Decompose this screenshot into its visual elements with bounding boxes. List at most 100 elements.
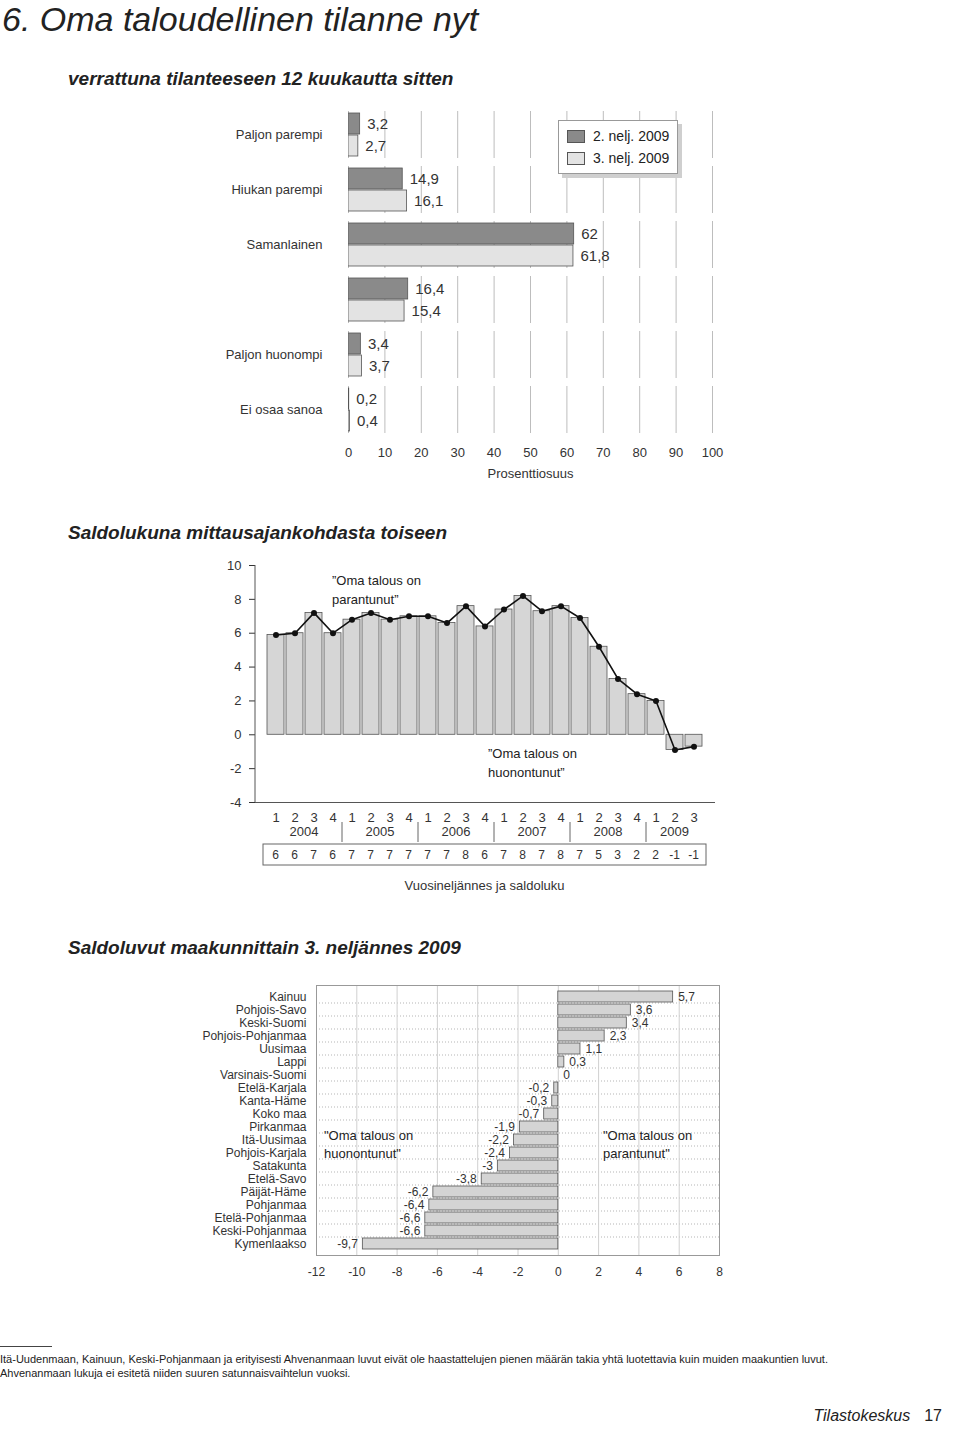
svg-text:1: 1	[348, 810, 355, 825]
svg-text:-3,8: -3,8	[456, 1172, 477, 1186]
svg-text:62: 62	[581, 225, 598, 242]
svg-text:Keski-Pohjanmaa: Keski-Pohjanmaa	[212, 1224, 306, 1238]
svg-text:-9,7: -9,7	[337, 1237, 358, 1251]
svg-text:-1: -1	[669, 848, 680, 862]
svg-text:40: 40	[487, 445, 501, 460]
svg-text:4: 4	[329, 810, 336, 825]
svg-text:Pohjanmaa: Pohjanmaa	[246, 1198, 307, 1212]
svg-text:0: 0	[345, 445, 352, 460]
svg-text:6: 6	[676, 1265, 683, 1279]
svg-text:80: 80	[632, 445, 646, 460]
svg-text:Paljon huonompi: Paljon huonompi	[226, 347, 323, 362]
svg-text:50: 50	[523, 445, 537, 460]
svg-text:Lappi: Lappi	[277, 1055, 306, 1069]
svg-text:5,7: 5,7	[678, 990, 695, 1004]
svg-text:-6,2: -6,2	[408, 1185, 429, 1199]
svg-text:-2: -2	[230, 761, 242, 776]
svg-text:"Oma talous onhuonontunut": "Oma talous onhuonontunut"	[324, 1128, 413, 1161]
svg-text:4: 4	[636, 1265, 643, 1279]
svg-text:0,4: 0,4	[357, 412, 378, 429]
svg-text:2,3: 2,3	[610, 1029, 627, 1043]
svg-text:Pirkanmaa: Pirkanmaa	[249, 1120, 307, 1134]
svg-text:70: 70	[596, 445, 610, 460]
svg-text:Vuosineljännes ja saldoluku: Vuosineljännes ja saldoluku	[405, 878, 565, 893]
svg-text:8: 8	[557, 848, 564, 862]
svg-text:2: 2	[671, 810, 678, 825]
svg-text:”Oma talous onparantunut”: ”Oma talous onparantunut”	[332, 573, 421, 607]
svg-text:7: 7	[538, 848, 545, 862]
svg-text:20: 20	[414, 445, 428, 460]
svg-text:7: 7	[443, 848, 450, 862]
svg-text:8: 8	[519, 848, 526, 862]
svg-text:Etelä-Karjala: Etelä-Karjala	[238, 1081, 307, 1095]
svg-text:3: 3	[386, 810, 393, 825]
svg-text:2007: 2007	[518, 824, 547, 839]
svg-text:2: 2	[367, 810, 374, 825]
svg-text:4: 4	[405, 810, 412, 825]
svg-text:61,8: 61,8	[580, 247, 609, 264]
svg-text:0: 0	[234, 727, 241, 742]
svg-text:Koko maa: Koko maa	[252, 1107, 306, 1121]
svg-text:7: 7	[386, 848, 393, 862]
svg-text:2005: 2005	[366, 824, 395, 839]
svg-text:8: 8	[716, 1265, 723, 1279]
svg-text:6: 6	[481, 848, 488, 862]
svg-text:”Oma talous onhuonontunut”: ”Oma talous onhuonontunut”	[488, 746, 577, 780]
svg-text:-8: -8	[392, 1265, 403, 1279]
svg-text:Samanlainen: Samanlainen	[247, 237, 323, 252]
svg-text:15,4: 15,4	[412, 302, 441, 319]
svg-text:Kymenlaakso: Kymenlaakso	[234, 1237, 306, 1251]
svg-text:2: 2	[443, 810, 450, 825]
svg-text:60: 60	[560, 445, 574, 460]
svg-text:0,3: 0,3	[569, 1055, 586, 1069]
svg-text:1: 1	[424, 810, 431, 825]
svg-text:Etelä-Savo: Etelä-Savo	[248, 1172, 307, 1186]
svg-text:4: 4	[633, 810, 640, 825]
svg-text:3,7: 3,7	[369, 357, 390, 374]
svg-text:7: 7	[424, 848, 431, 862]
svg-text:2,7: 2,7	[365, 137, 386, 154]
svg-text:3,6: 3,6	[636, 1003, 653, 1017]
svg-text:3: 3	[614, 848, 621, 862]
svg-text:8: 8	[234, 592, 241, 607]
svg-text:3: 3	[538, 810, 545, 825]
svg-text:Uusimaa: Uusimaa	[259, 1042, 307, 1056]
svg-text:3: 3	[310, 810, 317, 825]
svg-text:6: 6	[234, 625, 241, 640]
svg-text:-6,4: -6,4	[404, 1198, 425, 1212]
svg-text:90: 90	[669, 445, 683, 460]
svg-text:6: 6	[291, 848, 298, 862]
svg-text:4: 4	[481, 810, 488, 825]
svg-text:-10: -10	[348, 1265, 366, 1279]
svg-text:Pohjois-Savo: Pohjois-Savo	[236, 1003, 307, 1017]
svg-text:-12: -12	[308, 1265, 326, 1279]
svg-text:2: 2	[234, 693, 241, 708]
svg-text:-3: -3	[482, 1159, 493, 1173]
svg-text:16,1: 16,1	[414, 192, 443, 209]
svg-text:8: 8	[462, 848, 469, 862]
svg-text:2: 2	[652, 848, 659, 862]
svg-text:0: 0	[563, 1068, 570, 1082]
svg-text:Hiukan parempi: Hiukan parempi	[231, 182, 322, 197]
svg-text:0: 0	[555, 1265, 562, 1279]
svg-text:Pohjois-Pohjanmaa: Pohjois-Pohjanmaa	[202, 1029, 306, 1043]
svg-text:3: 3	[614, 810, 621, 825]
svg-text:-4: -4	[230, 795, 242, 810]
svg-text:30: 30	[450, 445, 464, 460]
svg-text:-0,3: -0,3	[527, 1094, 548, 1108]
svg-text:2008: 2008	[594, 824, 623, 839]
svg-text:14,9: 14,9	[410, 170, 439, 187]
svg-text:4: 4	[234, 659, 241, 674]
svg-text:Prosenttiosuus: Prosenttiosuus	[488, 466, 574, 481]
svg-text:-1: -1	[688, 848, 699, 862]
svg-text:Paljon parempi: Paljon parempi	[236, 127, 323, 142]
svg-text:"Oma talous onparantunut": "Oma talous onparantunut"	[603, 1128, 692, 1161]
svg-text:2: 2	[633, 848, 640, 862]
svg-text:-2,2: -2,2	[488, 1133, 509, 1147]
svg-text:-0,7: -0,7	[519, 1107, 540, 1121]
svg-text:Varsinais-Suomi: Varsinais-Suomi	[220, 1068, 306, 1082]
svg-text:Itä-Uusimaa: Itä-Uusimaa	[242, 1133, 307, 1147]
svg-text:1: 1	[500, 810, 507, 825]
svg-text:6: 6	[329, 848, 336, 862]
svg-text:2: 2	[595, 1265, 602, 1279]
